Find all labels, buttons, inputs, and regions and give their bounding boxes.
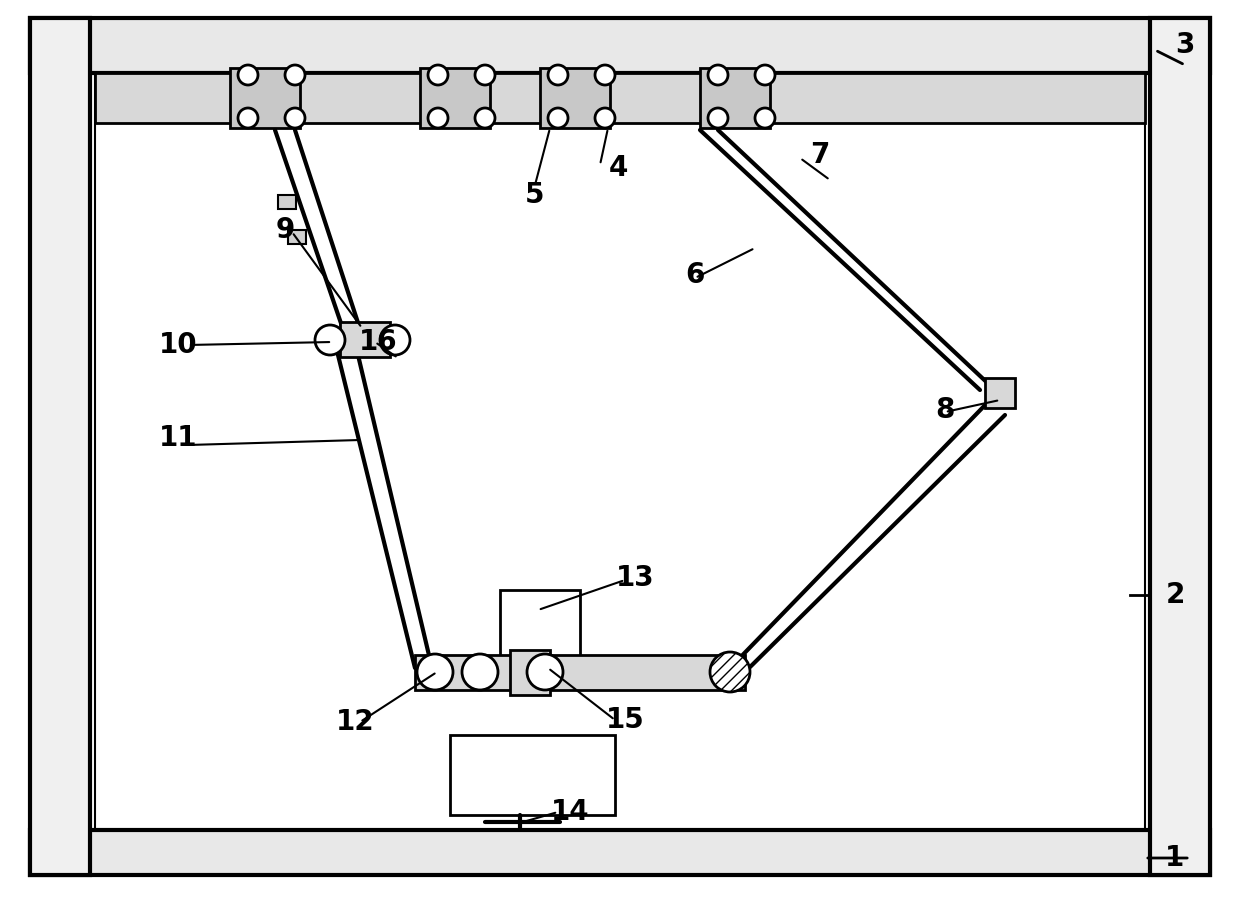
Circle shape — [379, 325, 410, 355]
Circle shape — [548, 65, 568, 85]
Bar — [450, 735, 615, 815]
Text: 13: 13 — [616, 564, 655, 592]
Bar — [30, 830, 1210, 875]
Circle shape — [428, 108, 448, 128]
Bar — [340, 322, 391, 357]
Bar — [229, 68, 300, 128]
Circle shape — [527, 654, 563, 690]
Bar — [701, 68, 770, 128]
Bar — [30, 18, 1210, 73]
Circle shape — [475, 108, 495, 128]
Circle shape — [285, 65, 305, 85]
Text: 14: 14 — [551, 798, 589, 826]
Circle shape — [285, 108, 305, 128]
Text: 1: 1 — [1166, 844, 1184, 872]
Circle shape — [238, 108, 258, 128]
Text: 12: 12 — [336, 708, 374, 736]
Bar — [539, 68, 610, 128]
Bar — [288, 230, 306, 244]
Circle shape — [595, 108, 615, 128]
Text: 16: 16 — [358, 328, 397, 356]
Bar — [415, 655, 745, 690]
Bar — [278, 195, 296, 209]
Text: 15: 15 — [605, 706, 645, 734]
Text: 5: 5 — [526, 181, 544, 209]
Circle shape — [417, 654, 453, 690]
Bar — [420, 68, 490, 128]
Circle shape — [463, 654, 498, 690]
Circle shape — [708, 65, 728, 85]
Text: 6: 6 — [686, 261, 704, 289]
Circle shape — [428, 65, 448, 85]
Circle shape — [315, 325, 345, 355]
Bar — [1149, 18, 1210, 875]
Circle shape — [755, 65, 775, 85]
Circle shape — [755, 108, 775, 128]
Text: 11: 11 — [159, 424, 197, 452]
Text: 3: 3 — [1176, 31, 1194, 59]
Circle shape — [708, 108, 728, 128]
Circle shape — [595, 65, 615, 85]
Text: 9: 9 — [275, 216, 295, 244]
Circle shape — [548, 108, 568, 128]
Text: 7: 7 — [810, 141, 830, 169]
Bar — [985, 378, 1016, 408]
Text: 4: 4 — [609, 154, 627, 182]
Text: 10: 10 — [159, 331, 197, 359]
Bar — [510, 650, 551, 695]
Bar — [500, 590, 580, 660]
Circle shape — [475, 65, 495, 85]
Bar — [95, 73, 1145, 123]
Bar — [30, 18, 91, 875]
Text: 8: 8 — [935, 396, 955, 424]
Text: 2: 2 — [1166, 581, 1184, 609]
Circle shape — [711, 652, 750, 692]
Circle shape — [238, 65, 258, 85]
